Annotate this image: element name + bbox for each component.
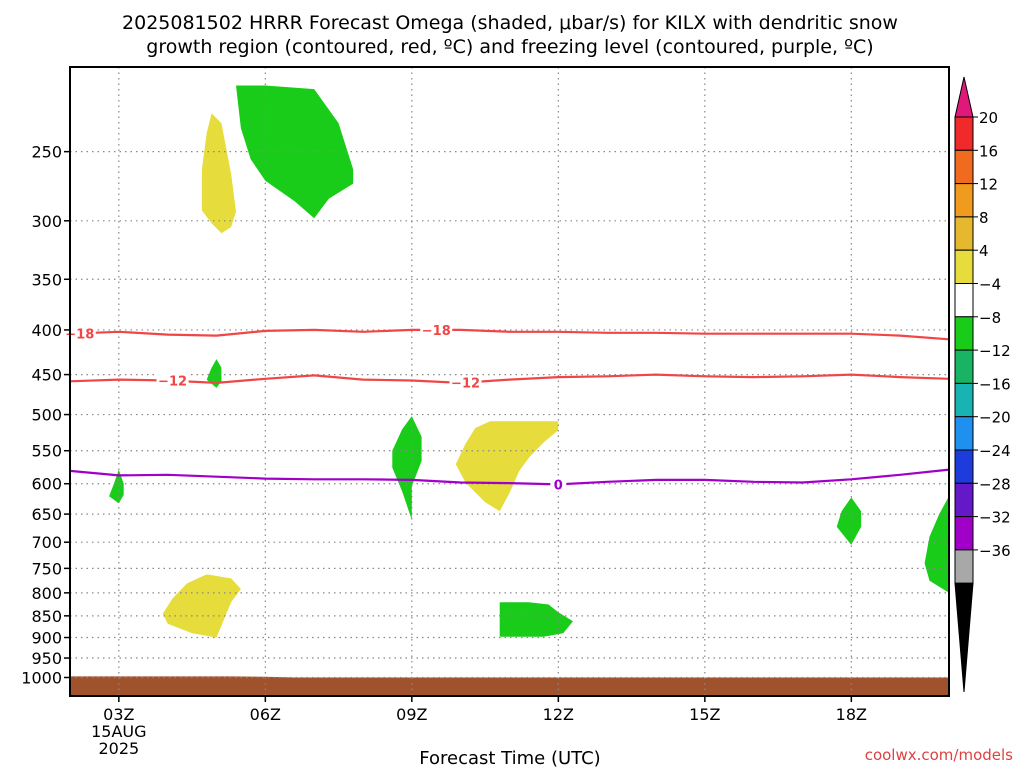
colorbar-label-4: 8 [979,209,989,227]
x-tick-label-03Z: 03Z [103,705,134,724]
y-tick-label-800: 800 [31,584,62,603]
omega-region-1 [201,113,236,234]
y-tick-label-450: 450 [31,366,62,385]
y-tick-label-650: 650 [31,505,62,524]
contour-1-label-2: −18 [422,324,451,339]
contour-3-line [69,468,950,486]
contour-3-label-1: 0 [554,478,563,493]
colorbar-box-2 [954,149,974,185]
x-tick-label-15Z: 15Z [689,705,720,724]
terrain-fill [70,676,949,696]
omega-region-10 [499,602,573,637]
colorbar-box-3 [954,183,974,218]
omega-region-8 [924,496,949,593]
colorbar-label-6: −4 [979,276,1001,294]
y-tick-label-600: 600 [31,475,62,494]
omega-region-4 [109,469,124,504]
x-tick-label-06Z: 06Z [250,705,281,724]
colorbar-box-13 [954,516,974,551]
colorbar-label-9: −16 [979,375,1011,393]
contour-1-line [69,328,950,341]
y-tick-label-950: 950 [31,649,62,668]
chart-title-line2: growth region (contoured, red, ºC) and f… [146,36,873,58]
chart-title-line1: 2025081502 HRRR Forecast Omega (shaded, … [122,12,898,34]
colorbar-box-12 [954,482,974,518]
contour-2-label-2: −12 [451,377,480,392]
colorbar-box-11 [954,449,974,484]
y-tick-label-850: 850 [31,607,62,626]
y-tick-label-350: 350 [31,270,62,289]
colorbar-box-9 [954,382,974,418]
x-date-line1: 15AUG [91,722,146,741]
contour-1-label-1: −18 [65,327,94,342]
contour-2-line [69,373,950,385]
x-date-line2: 2025 [98,739,139,758]
colorbar-bottom-arrow [954,582,974,693]
omega-region-2 [236,85,354,219]
contour-2-label-bg-1 [156,373,189,388]
colorbar-label-11: −24 [979,442,1011,460]
contour-1-label-bg-1 [63,326,96,341]
colorbar-label-7: −8 [979,309,1001,327]
contour-2-label-bg-2 [449,375,482,390]
colorbar-label-14: −36 [979,542,1011,560]
colorbar-box-1 [954,116,974,151]
y-tick-label-400: 400 [31,321,62,340]
colorbar-box-7 [954,316,974,351]
colorbar-label-3: 12 [979,176,998,194]
colorbar-box-6 [954,283,974,318]
y-tick-label-550: 550 [31,442,62,461]
y-tick-label-750: 750 [31,559,62,578]
omega-region-5 [392,416,422,520]
colorbar-box-10 [954,416,974,451]
x-tick-label-12Z: 12Z [543,705,574,724]
omega-region-7 [836,497,862,545]
omega-region-9 [162,574,241,638]
colorbar-box-4 [954,216,974,251]
colorbar-label-5: 4 [979,242,989,260]
omega-region-3 [206,359,222,388]
colorbar-label-13: −32 [979,509,1011,527]
y-tick-label-700: 700 [31,533,62,552]
colorbar-label-10: −20 [979,409,1011,427]
y-tick-label-500: 500 [31,406,62,425]
colorbar-label-8: −12 [979,342,1011,360]
colorbar-label-1: 20 [979,109,998,127]
colorbar-box-14 [954,549,974,584]
colorbar-box-8 [954,349,974,384]
x-axis-label: Forecast Time (UTC) [419,748,600,768]
colorbar-box-5 [954,249,974,284]
colorbar-label-12: −28 [979,475,1011,493]
credit-link[interactable]: coolwx.com/models [865,746,1013,764]
contour-1-label-bg-2 [420,322,453,337]
x-tick-label-09Z: 09Z [396,705,427,724]
y-tick-label-300: 300 [31,212,62,231]
y-tick-label-1000: 1000 [21,668,62,687]
plot-frame [69,66,950,697]
y-tick-label-900: 900 [31,629,62,648]
colorbar-top-arrow [954,76,974,118]
x-tick-label-18Z: 18Z [836,705,867,724]
omega-region-6 [455,421,559,512]
y-tick-label-250: 250 [31,143,62,162]
colorbar-label-2: 16 [979,142,998,160]
contour-3-label-bg-1 [550,477,567,492]
contour-2-label-1: −12 [158,375,187,390]
